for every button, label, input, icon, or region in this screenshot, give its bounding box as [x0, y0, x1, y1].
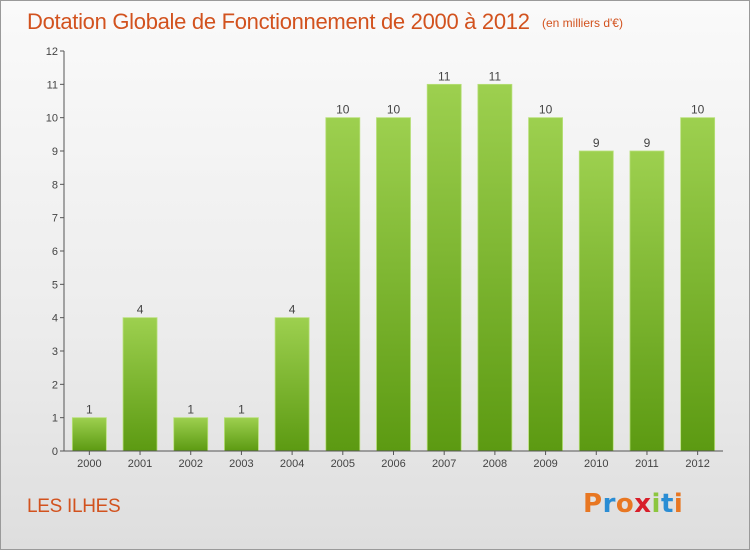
- x-tick-label: 2012: [685, 458, 709, 470]
- bar-2011: [629, 150, 665, 452]
- y-tick-label: 11: [47, 79, 58, 91]
- data-label-2005: 10: [336, 103, 350, 117]
- bar-2007: [426, 83, 462, 452]
- bar-2009: [528, 117, 563, 452]
- x-tick-label: 2004: [280, 458, 304, 470]
- logo-letter: i: [651, 489, 661, 519]
- data-label-2000: 1: [86, 403, 93, 417]
- logo-letter: x: [634, 489, 652, 519]
- commune-name: LES ILHES: [27, 496, 121, 517]
- x-tick-label: 2011: [635, 458, 659, 470]
- x-axis-ticks: 2000 2001 2002 2003 2004 2005 2006 2007 2008 2009…: [77, 451, 710, 470]
- bar-2012: [680, 117, 716, 452]
- data-label-2012: 10: [691, 103, 705, 117]
- y-tick-label: 10: [46, 113, 58, 125]
- bar-2005: [325, 117, 361, 452]
- y-tick-label: 0: [52, 446, 58, 458]
- y-tick-label: 3: [52, 346, 58, 358]
- data-label-2011: 9: [644, 136, 651, 150]
- data-label-2007: 11: [438, 69, 451, 83]
- y-tick-label: 7: [52, 213, 58, 225]
- y-tick-label: 4: [52, 313, 58, 325]
- y-tick-label: 8: [52, 179, 58, 191]
- logo-letter: o: [615, 489, 635, 519]
- data-label-2001: 4: [137, 303, 144, 317]
- y-tick-label: 2: [52, 379, 58, 391]
- x-tick-label: 2007: [432, 458, 456, 470]
- bar-2006: [376, 117, 411, 452]
- x-tick-label: 2009: [533, 458, 557, 470]
- logo-letter: i: [673, 489, 684, 519]
- x-tick-label: 2000: [77, 458, 101, 470]
- bar-2008: [477, 83, 513, 452]
- data-label-2003: 1: [238, 403, 245, 417]
- bar-2000: [71, 417, 107, 452]
- bar-2010: [578, 150, 614, 452]
- bar-2001: [122, 317, 158, 452]
- data-label-2006: 10: [387, 103, 401, 117]
- chart-title: Dotation Globale de Fonctionnement de 20…: [27, 9, 530, 34]
- chart-subtitle: (en milliers d'€): [542, 16, 623, 30]
- x-tick-label: 2003: [229, 458, 253, 470]
- y-tick-label: 9: [52, 146, 58, 158]
- data-label-2009: 10: [539, 103, 553, 117]
- y-tick-label: 5: [52, 279, 58, 291]
- x-tick-label: 2006: [381, 458, 405, 470]
- x-tick-label: 2008: [483, 458, 507, 470]
- data-label-2002: 1: [187, 403, 194, 417]
- data-label-2010: 9: [593, 136, 600, 150]
- data-label-2004: 4: [289, 303, 296, 317]
- y-tick-label: 1: [52, 413, 58, 425]
- logo-letter: r: [602, 489, 616, 519]
- bar-series: [71, 83, 716, 452]
- x-tick-label: 2005: [331, 458, 355, 470]
- bar-2004: [274, 317, 310, 452]
- logo-letter: P: [583, 489, 603, 519]
- logo-letter: t: [660, 489, 674, 519]
- x-tick-label: 2002: [178, 458, 202, 470]
- x-tick-label: 2001: [128, 458, 152, 470]
- bar-2003: [224, 417, 259, 452]
- x-tick-label: 2010: [584, 458, 608, 470]
- bar-2002: [173, 417, 209, 452]
- y-tick-label: 12: [46, 46, 58, 58]
- proxiti-logo[interactable]: Proxiti: [583, 489, 683, 519]
- data-label-2008: 11: [489, 69, 502, 83]
- y-tick-label: 6: [52, 246, 58, 258]
